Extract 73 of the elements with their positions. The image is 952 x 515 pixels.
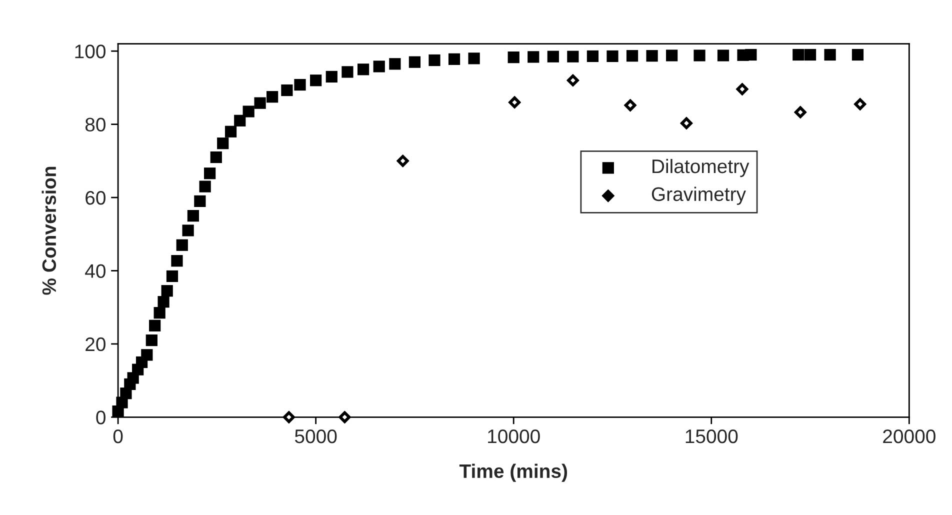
point [210,151,222,164]
point [282,410,296,424]
point [736,82,749,96]
y-tick-label: 60 [86,190,106,205]
point [408,56,421,68]
point [566,74,580,87]
point [852,48,864,61]
x-tick-label: 0 [113,429,123,444]
point [158,296,170,308]
point [204,168,216,180]
point [804,48,816,61]
point [448,53,460,65]
point [824,48,836,61]
x-tick-label: 20000 [883,429,936,444]
point [281,84,293,96]
point [326,70,338,83]
point [182,224,194,236]
point [357,64,370,76]
y-tick-label: 0 [96,410,106,424]
x-axis-title: Time (mins) [459,464,568,482]
y-tick-label: 40 [85,264,106,278]
point [166,270,178,282]
point [646,50,658,62]
y-tick-label: 80 [85,118,106,132]
point [342,66,354,78]
point [199,180,211,192]
point [567,50,579,62]
x-tick-label: 5000 [294,429,337,444]
point [508,52,520,64]
y-tick-label: 20 [86,337,106,352]
x-tick-label: 10000 [488,429,540,444]
point [310,74,322,86]
point [373,60,385,72]
point [224,126,237,138]
point [854,98,867,111]
point [242,106,254,118]
point [338,410,352,424]
point [586,50,599,62]
point [606,50,618,62]
point [146,334,158,346]
point [508,96,521,109]
point [794,106,807,119]
point [254,97,266,109]
point [792,48,804,61]
point [161,285,173,297]
point [666,50,678,62]
point [217,138,229,150]
point [624,98,637,112]
point [154,307,166,319]
point [176,239,188,251]
point [547,50,559,62]
point [468,52,480,64]
point [149,320,161,332]
y-tick-label: 100 [75,44,106,58]
point [234,114,246,126]
legend-label: Dilatometry [652,158,750,178]
y-axis-title: % Conversion [42,166,56,295]
point [266,91,278,103]
point [745,48,757,61]
point [428,54,440,66]
point [626,50,638,62]
point [694,50,706,62]
point [717,50,730,62]
legend-label: Gravimetry [652,186,746,205]
point [389,58,401,70]
point [187,210,200,222]
point [396,154,410,168]
point [294,78,306,91]
point [171,255,183,267]
point [141,349,153,361]
x-tick-label: 15000 [686,429,738,444]
point [194,195,206,207]
point [528,51,540,63]
